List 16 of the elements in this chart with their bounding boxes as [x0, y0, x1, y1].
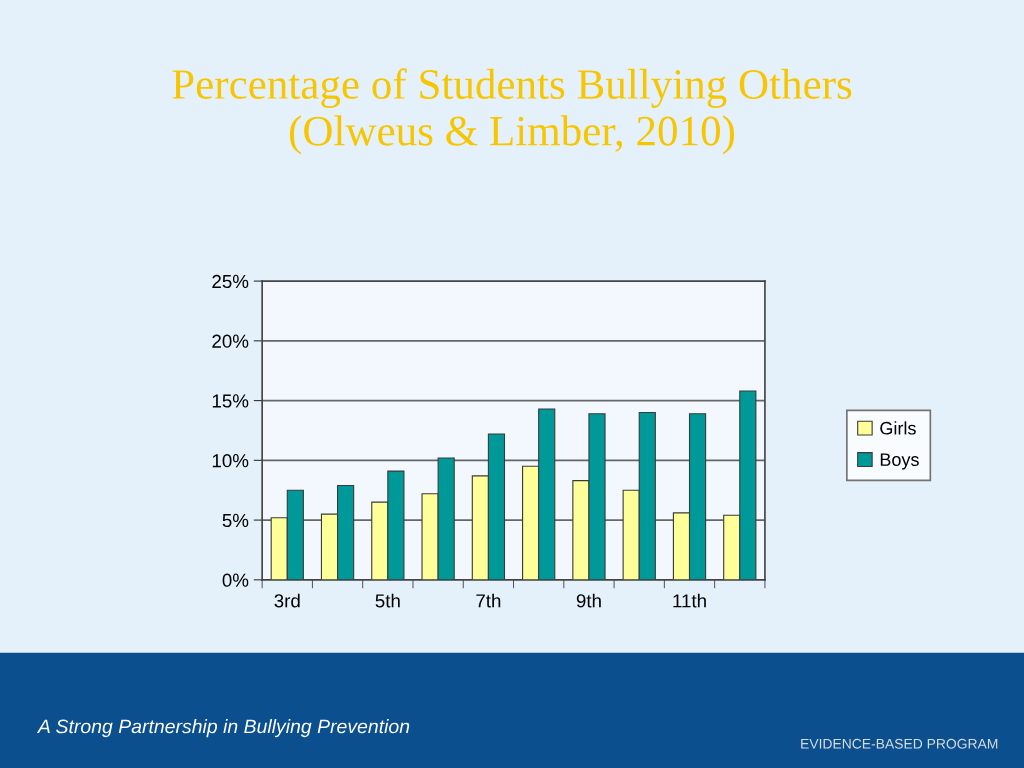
legend-label: Boys	[880, 453, 919, 470]
x-tick-label: 11th	[673, 593, 706, 608]
x-tick-label: 7th	[476, 593, 501, 608]
y-tick-label: 15%	[212, 394, 249, 408]
y-tick-label: 5%	[222, 513, 249, 528]
text: EVIDENCE-BASED PROGRAM	[801, 738, 998, 749]
x-tick-label: 3rd	[274, 593, 300, 608]
y-tick-label: 0%	[222, 573, 249, 587]
legend-label: Girls	[880, 421, 916, 435]
x-tick-label: 9th	[576, 593, 601, 608]
text: A Strong Partnership in Bullying Prevention	[36, 719, 410, 738]
y-tick-label: 10%	[212, 454, 249, 468]
chart-title: Percentage of Students Bullying Others (Olweus & Limber, 2010)	[172, 68, 852, 155]
x-tick-label: 5th	[375, 593, 400, 608]
y-tick-label: 20%	[212, 334, 249, 348]
y-tick-label: 25%	[212, 274, 249, 289]
